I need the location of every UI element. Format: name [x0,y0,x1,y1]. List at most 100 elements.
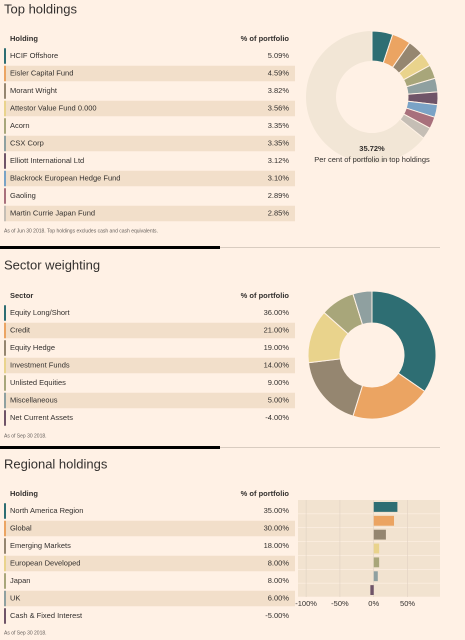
row-value: 8.00% [268,558,290,567]
column-header: % of portfolio [241,34,290,43]
row-label: Acorn [10,121,30,130]
row-value: 3.12% [268,156,290,165]
row-label: HCIF Offshore [10,51,58,60]
row-label: Martin Currie Japan Fund [10,208,95,217]
table-row [4,410,295,426]
table-row [4,188,295,204]
table-row [4,357,295,374]
row-swatch [4,153,6,169]
row-label: Elliott International Ltd [10,156,84,165]
row-value: 4.59% [268,68,290,77]
row-swatch [4,538,6,554]
chart-subtitle: Per cent of portfolio in top holdings [314,155,430,164]
bar [373,571,378,582]
row-swatch [4,573,6,589]
column-header: % of portfolio [241,291,290,300]
row-label: North America Region [10,506,83,515]
x-tick-label: 0% [368,599,379,608]
x-tick-label: -100% [295,599,317,608]
row-swatch [4,340,6,356]
row-value: 5.09% [268,51,290,60]
row-label: Emerging Markets [10,541,71,550]
row-label: European Developed [10,558,80,567]
row-value: 36.00% [264,308,290,317]
row-label: Equity Long/Short [10,308,71,317]
table-row [4,340,295,356]
table-row [4,118,295,134]
donut-slice [352,290,373,326]
row-label: Unlisted Equities [10,378,66,387]
row-label: Miscellaneous [10,395,58,404]
row-label: Morant Wright [10,86,58,95]
table-row [4,135,295,152]
x-tick-label: 50% [400,599,415,608]
row-swatch [4,65,6,82]
row-swatch [4,305,6,321]
table-row [4,555,295,572]
row-swatch [4,83,6,99]
row-swatch [4,205,6,222]
divider-bar [0,246,220,249]
row-value: 6.00% [268,593,290,602]
bar [373,529,386,540]
column-header: Sector [10,291,33,300]
column-header: Holding [10,489,38,498]
row-swatch [4,170,6,187]
row-value: 3.82% [268,86,290,95]
row-value: 3.35% [268,121,290,130]
row-swatch [4,590,6,607]
row-value: 2.85% [268,208,290,217]
table-row [4,503,295,519]
column-header: % of portfolio [241,489,290,498]
plot-area [298,500,440,597]
row-swatch [4,375,6,391]
row-swatch [4,357,6,374]
row-value: 8.00% [268,576,290,585]
table-row [4,520,295,537]
row-value: 21.00% [264,325,290,334]
row-swatch [4,188,6,204]
table-row [4,573,295,589]
row-label: Eisler Capital Fund [10,68,73,77]
row-swatch [4,410,6,426]
row-value: 3.56% [268,103,290,112]
table-row [4,170,295,187]
bar [373,502,398,512]
row-value: -4.00% [265,413,289,422]
row-swatch [4,608,6,624]
row-label: CSX Corp [10,138,44,147]
row-swatch [4,503,6,519]
row-value: 9.00% [268,378,290,387]
row-swatch [4,48,6,64]
row-value: 5.00% [268,395,290,404]
row-swatch [4,392,6,409]
row-label: Cash & Fixed Interest [10,611,83,620]
section-title: Regional holdings [4,456,108,471]
row-swatch [4,118,6,134]
table-row [4,608,295,624]
table-row [4,48,295,64]
row-swatch [4,520,6,537]
table-row [4,153,295,169]
row-value: 3.35% [268,138,290,147]
table-row [4,100,295,117]
table-row [4,305,295,321]
row-label: Global [10,523,32,532]
bar [373,557,380,568]
donut-slice [371,290,437,393]
row-swatch [4,555,6,572]
note: As of Sep 30 2018. [4,630,47,636]
row-label: Gaoling [10,191,36,200]
table-row [4,322,295,339]
row-value: 35.00% [264,506,290,515]
row-label: Equity Hedge [10,343,55,352]
donut-slice [399,113,431,139]
row-label: Attestor Value Fund 0.000 [10,103,97,112]
row-value: 3.10% [268,173,290,182]
row-value: 14.00% [264,360,290,369]
table-row [4,392,295,409]
table-row [4,538,295,554]
section-title: Sector weighting [4,257,100,272]
